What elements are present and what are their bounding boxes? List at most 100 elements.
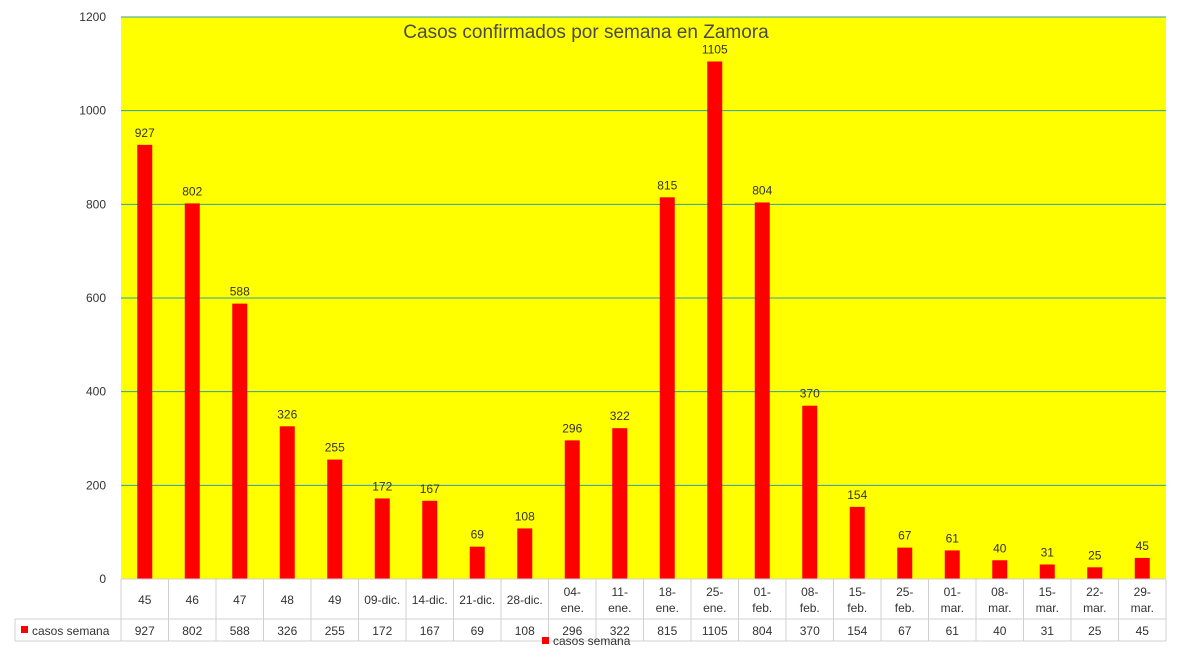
x-tick-label-8: 28-dic.: [507, 593, 543, 607]
x-tick-label-0: 45: [138, 593, 152, 607]
table-value-21: 45: [1136, 624, 1150, 638]
x-tick-label-5: 09-dic.: [364, 593, 400, 607]
table-series-name: casos semana: [32, 624, 110, 638]
data-label-13: 804: [752, 183, 772, 197]
bar-21: [1134, 557, 1150, 579]
data-label-15: 154: [847, 488, 867, 502]
bar-10: [612, 428, 628, 579]
table-value-12: 1105: [702, 624, 728, 638]
bar-8: [517, 528, 533, 579]
bar-15: [849, 506, 865, 579]
x-tick-label-20-line-0: 22-: [1086, 585, 1103, 599]
x-tick-label-12-line-1: ene.: [703, 601, 726, 615]
x-tick-label-6: 14-dic.: [412, 593, 448, 607]
data-label-20: 25: [1088, 548, 1102, 562]
bar-16: [897, 547, 913, 579]
x-tick-label-19-line-1: mar.: [1036, 601, 1059, 615]
y-tick-label-600: 600: [86, 291, 106, 305]
bar-0: [137, 144, 153, 580]
table-series-key: [21, 626, 28, 633]
x-tick-label-19-line-0: 15-: [1039, 585, 1056, 599]
bar-9: [564, 440, 580, 579]
x-tick-label-11-line-0: 18-: [659, 585, 676, 599]
x-tick-label-3: 48: [281, 593, 295, 607]
x-tick-label-10-line-1: ene.: [608, 601, 631, 615]
table-value-4: 255: [325, 624, 345, 638]
data-label-18: 40: [993, 541, 1007, 555]
table-value-13: 804: [752, 624, 772, 638]
chart-title: Casos confirmados por semana en Zamora: [403, 22, 769, 43]
x-tick-label-14-line-1: feb.: [800, 601, 820, 615]
y-tick-label-200: 200: [86, 478, 106, 492]
data-label-1: 802: [182, 184, 202, 198]
data-label-3: 326: [277, 407, 297, 421]
table-value-16: 67: [898, 624, 912, 638]
bar-20: [1087, 567, 1103, 579]
table-value-19: 31: [1041, 624, 1055, 638]
bar-4: [327, 459, 343, 579]
table-value-11: 815: [657, 624, 677, 638]
x-tick-label-13-line-0: 01-: [754, 585, 771, 599]
data-label-9: 296: [562, 421, 582, 435]
x-tick-label-7: 21-dic.: [459, 593, 495, 607]
bar-2: [232, 303, 248, 579]
bar-14: [802, 405, 818, 579]
x-tick-label-9-line-1: ene.: [561, 601, 584, 615]
x-tick-label-18-line-0: 08-: [991, 585, 1008, 599]
table-value-18: 40: [993, 624, 1007, 638]
data-label-19: 31: [1041, 545, 1055, 559]
bar-1: [184, 203, 200, 579]
table-value-8: 108: [515, 624, 535, 638]
data-label-5: 172: [372, 479, 392, 493]
bar-12: [707, 61, 723, 580]
bar-19: [1039, 564, 1055, 579]
data-label-4: 255: [325, 441, 345, 455]
table-value-14: 370: [800, 624, 820, 638]
x-tick-label-1: 46: [186, 593, 200, 607]
x-tick-label-4: 49: [328, 593, 342, 607]
bar-7: [469, 546, 485, 579]
x-tick-label-15-line-1: feb.: [847, 601, 867, 615]
table-value-2: 588: [230, 624, 250, 638]
table-value-0: 927: [135, 624, 155, 638]
data-label-16: 67: [898, 529, 912, 543]
bar-17: [944, 550, 960, 579]
table-value-6: 167: [420, 624, 440, 638]
bar-3: [279, 426, 295, 579]
x-tick-label-15-line-0: 15-: [849, 585, 866, 599]
bar-18: [992, 560, 1008, 579]
y-tick-label-400: 400: [86, 385, 106, 399]
data-label-2: 588: [230, 285, 250, 299]
data-label-17: 61: [946, 531, 960, 545]
data-label-8: 108: [515, 509, 535, 523]
data-label-0: 927: [135, 126, 155, 140]
y-tick-label-1200: 1200: [79, 10, 106, 24]
legend-label: casos semana: [553, 634, 631, 648]
data-label-12: 1105: [702, 42, 728, 56]
table-value-3: 326: [277, 624, 297, 638]
table-value-5: 172: [372, 624, 392, 638]
bar-11: [659, 197, 675, 579]
x-tick-label-9-line-0: 04-: [564, 585, 581, 599]
data-label-11: 815: [657, 178, 677, 192]
x-tick-label-13-line-1: feb.: [752, 601, 772, 615]
y-tick-label-1000: 1000: [79, 104, 106, 118]
bar-13: [754, 202, 770, 579]
bar-6: [422, 500, 438, 579]
x-tick-label-17-line-1: mar.: [941, 601, 964, 615]
table-value-20: 25: [1088, 624, 1102, 638]
y-tick-label-800: 800: [86, 197, 106, 211]
table-value-10: 322: [610, 624, 630, 638]
x-tick-label-2: 47: [233, 593, 247, 607]
x-tick-label-12-line-0: 25-: [706, 585, 723, 599]
x-tick-label-10-line-0: 11-: [612, 585, 628, 599]
data-label-14: 370: [800, 387, 820, 401]
x-tick-label-14-line-0: 08-: [801, 585, 818, 599]
x-tick-label-20-line-1: mar.: [1083, 601, 1106, 615]
table-value-1: 802: [182, 624, 202, 638]
x-tick-label-18-line-1: mar.: [988, 601, 1011, 615]
data-label-10: 322: [610, 409, 630, 423]
x-tick-label-21-line-0: 29-: [1134, 585, 1151, 599]
y-tick-label-0: 0: [99, 572, 106, 586]
